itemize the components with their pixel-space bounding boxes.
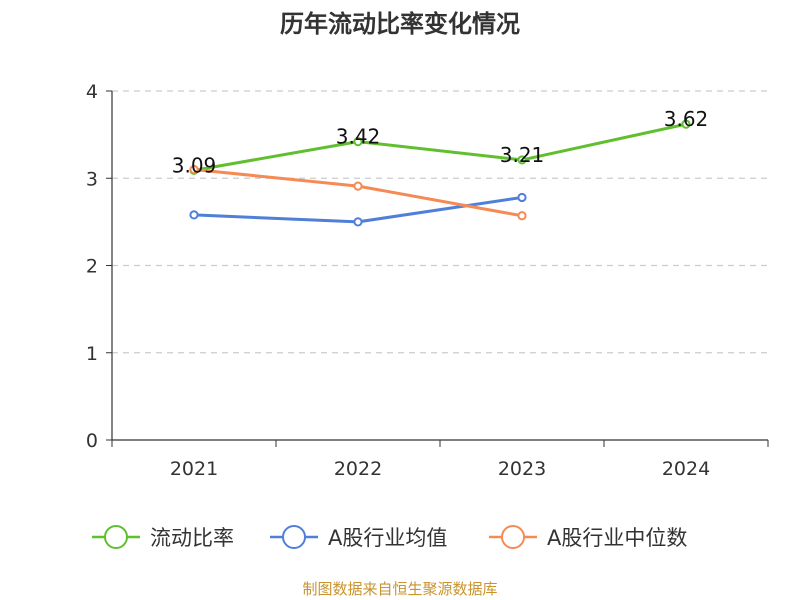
legend-item-0[interactable]: 流动比率: [92, 525, 234, 550]
legend[interactable]: 流动比率 A股行业均值 A股行业中位数: [92, 525, 687, 550]
x-tick-label: 2024: [662, 458, 710, 480]
data-point[interactable]: [517, 155, 527, 165]
x-tick-label: 2022: [334, 458, 382, 480]
y-tick-label: 1: [86, 343, 98, 365]
series-line-2: [193, 168, 523, 218]
legend-marker-icon: [282, 525, 306, 549]
legend-label: A股行业中位数: [547, 526, 687, 550]
data-point[interactable]: [189, 164, 199, 175]
data-labels: 3.09 3.42 3.21 3.62: [172, 107, 709, 177]
data-point[interactable]: [517, 211, 527, 221]
legend-label: A股行业均值: [328, 526, 447, 550]
legend-marker-icon: [501, 525, 525, 549]
y-tick-label: 2: [86, 256, 98, 278]
series-group: [189, 119, 691, 227]
legend-item-2[interactable]: A股行业中位数: [489, 525, 687, 550]
y-tick-label: 4: [86, 81, 98, 103]
data-point[interactable]: [353, 217, 363, 227]
data-label: 3.09: [172, 153, 217, 177]
x-tick-label: 2023: [498, 458, 546, 480]
legend-label: 流动比率: [150, 526, 234, 550]
data-point[interactable]: [353, 137, 363, 147]
legend-item-1[interactable]: A股行业均值: [270, 525, 447, 550]
axes: 0 1 2 3 4 2021 2022 2023 2024: [86, 81, 769, 480]
data-label: 3.42: [336, 125, 381, 149]
source-note: 制图数据来自恒生聚源数据库: [302, 580, 497, 598]
data-label: 3.21: [500, 143, 545, 167]
series-line-0: [193, 122, 687, 172]
y-tick-label: 0: [86, 430, 98, 452]
data-point[interactable]: [353, 181, 363, 191]
data-point[interactable]: [681, 119, 691, 129]
chart-title: 历年流动比率变化情况: [280, 10, 520, 38]
data-label: 3.62: [664, 107, 709, 131]
data-point[interactable]: [189, 210, 199, 220]
x-tick-label: 2021: [170, 458, 218, 480]
legend-marker-icon: [104, 525, 128, 549]
y-tick-label: 3: [86, 168, 98, 190]
data-point[interactable]: [517, 192, 527, 203]
